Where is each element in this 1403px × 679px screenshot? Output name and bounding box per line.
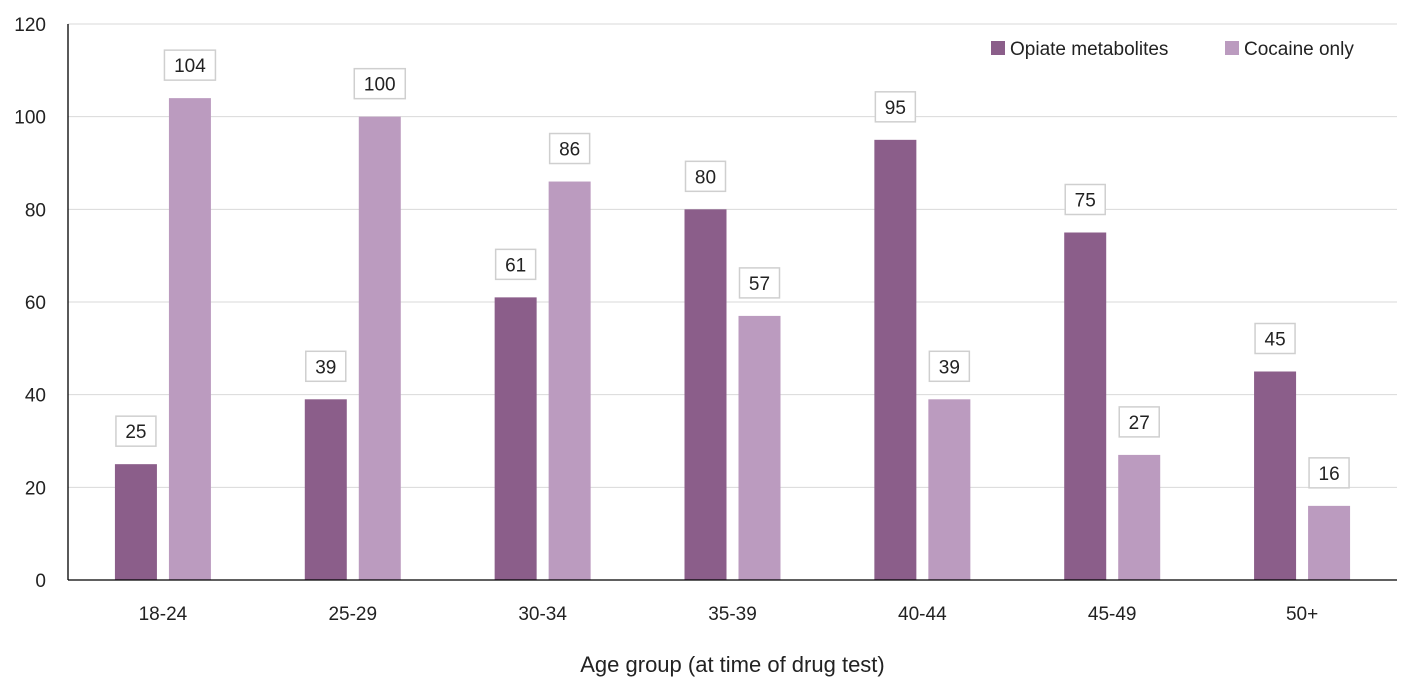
y-tick-label: 80 (25, 200, 46, 221)
bar (304, 399, 347, 580)
data-label: 86 (559, 140, 580, 161)
data-label-box (1308, 457, 1350, 489)
bar (1254, 371, 1297, 580)
bars (114, 98, 1351, 581)
data-label-box (163, 49, 217, 81)
bar (548, 181, 591, 581)
data-label-box (928, 350, 971, 383)
bar (168, 98, 211, 580)
data-label: 25 (125, 422, 146, 443)
data-label-box (115, 415, 157, 447)
legend-swatch (991, 41, 1005, 55)
y-tick-label: 20 (25, 478, 46, 499)
data-label: 61 (505, 255, 526, 276)
bar (684, 209, 727, 581)
x-tick-label: 40-44 (898, 604, 947, 625)
y-tick-label: 60 (25, 293, 46, 314)
bar (874, 139, 917, 581)
data-label: 45 (1265, 330, 1286, 351)
y-tick-label: 40 (25, 386, 46, 407)
y-tick-label: 0 (35, 571, 46, 592)
data-label-box (738, 267, 781, 299)
x-axis-title: Age group (at time of drug test) (580, 652, 885, 677)
x-tick-label: 30-34 (518, 604, 567, 625)
x-axis-ticks: 18-24 25-29 30-34 35-39 40-44 45-49 50+ (139, 604, 1319, 625)
x-tick-label: 50+ (1286, 604, 1318, 625)
gridlines (68, 23, 1397, 488)
data-label: 100 (364, 75, 396, 96)
y-tick-label: 100 (14, 108, 46, 129)
data-label: 104 (174, 56, 206, 77)
legend: Opiate metabolites Cocaine only (991, 39, 1354, 60)
legend-label: Cocaine only (1244, 39, 1354, 60)
data-labels: 25 104 39 100 61 86 80 57 95 39 75 27 45 16 (115, 49, 1350, 489)
x-tick-label: 35-39 (708, 604, 757, 625)
data-label: 80 (695, 167, 716, 188)
bar (358, 116, 401, 581)
legend-swatch (1225, 41, 1239, 55)
data-label-box (494, 248, 537, 281)
x-tick-label: 45-49 (1088, 604, 1137, 625)
data-label-box (1118, 406, 1160, 438)
bar (1064, 232, 1107, 580)
bar (1308, 505, 1351, 580)
x-tick-label: 18-24 (139, 604, 188, 625)
data-label-box (874, 91, 917, 123)
data-label: 95 (885, 98, 906, 119)
data-label-box (684, 160, 727, 193)
bar (928, 399, 971, 580)
legend-label: Opiate metabolites (1010, 39, 1168, 60)
data-label-box (305, 350, 347, 383)
bar (494, 297, 537, 580)
data-label-box (548, 132, 591, 165)
data-label: 39 (315, 357, 336, 378)
data-label: 57 (749, 274, 770, 295)
y-tick-label: 120 (14, 15, 46, 36)
data-label: 16 (1319, 464, 1340, 485)
data-label-box (1064, 183, 1106, 216)
y-axis-ticks: 0 20 40 60 80 100 120 (14, 15, 46, 592)
data-label-box (1254, 322, 1296, 355)
bar (114, 464, 157, 580)
bar (1118, 454, 1161, 580)
bar (738, 315, 781, 580)
data-label: 75 (1075, 191, 1096, 212)
x-tick-label: 25-29 (328, 604, 377, 625)
data-label-box (353, 67, 407, 100)
data-label: 39 (939, 357, 960, 378)
data-label: 27 (1129, 413, 1150, 434)
